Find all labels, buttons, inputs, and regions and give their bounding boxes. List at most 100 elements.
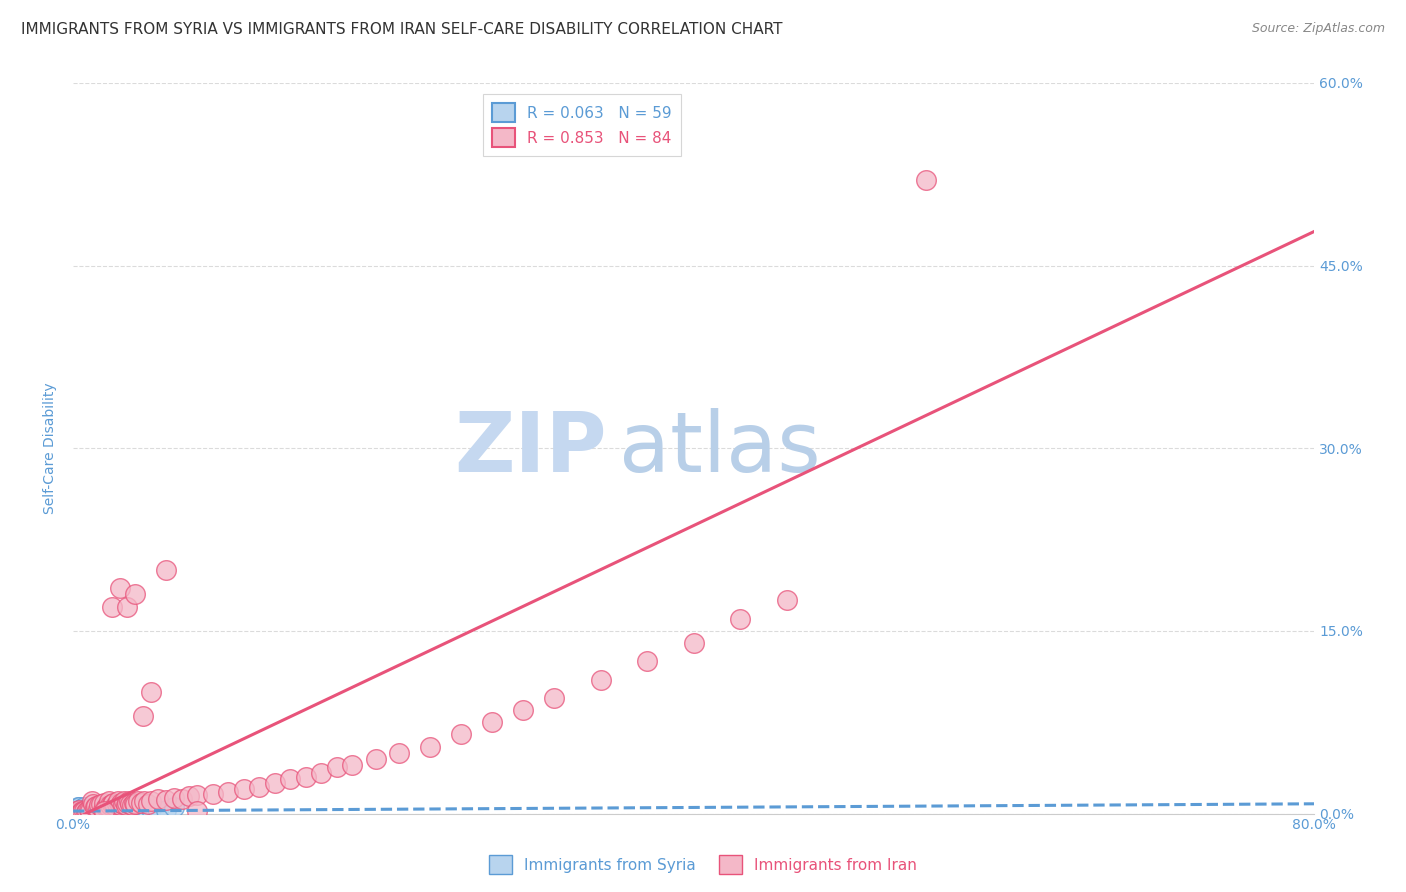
Point xyxy=(124,797,146,811)
Point xyxy=(72,804,94,818)
Point xyxy=(124,804,146,818)
Point xyxy=(72,802,94,816)
Legend: R = 0.063   N = 59, R = 0.853   N = 84: R = 0.063 N = 59, R = 0.853 N = 84 xyxy=(482,95,681,156)
Point xyxy=(450,727,472,741)
Point xyxy=(89,797,111,812)
Point xyxy=(96,799,118,814)
Point xyxy=(86,800,108,814)
Point xyxy=(93,796,115,810)
Point xyxy=(93,804,115,818)
Point xyxy=(121,797,143,812)
Point xyxy=(136,797,159,811)
Point xyxy=(155,803,177,817)
Point xyxy=(103,800,125,814)
Point xyxy=(120,797,142,811)
Point xyxy=(76,803,98,817)
Point xyxy=(105,797,128,811)
Point xyxy=(63,803,86,817)
Point xyxy=(139,685,162,699)
Point xyxy=(155,563,177,577)
Point xyxy=(70,803,93,817)
Point xyxy=(388,746,411,760)
Point xyxy=(636,654,658,668)
Point xyxy=(342,757,364,772)
Point xyxy=(91,803,114,817)
Point xyxy=(83,803,105,817)
Point xyxy=(91,805,114,820)
Point xyxy=(148,804,170,818)
Point xyxy=(117,796,139,810)
Point xyxy=(247,780,270,794)
Point xyxy=(124,587,146,601)
Point xyxy=(65,802,87,816)
Point xyxy=(114,803,136,817)
Point xyxy=(86,799,108,814)
Point xyxy=(419,739,441,754)
Point xyxy=(112,794,135,808)
Point xyxy=(97,794,120,808)
Point xyxy=(278,772,301,787)
Point xyxy=(776,593,799,607)
Point xyxy=(65,805,87,820)
Point xyxy=(97,805,120,820)
Point xyxy=(139,802,162,816)
Point xyxy=(94,800,117,814)
Point xyxy=(155,793,177,807)
Point xyxy=(111,804,134,818)
Point xyxy=(294,770,316,784)
Point xyxy=(77,805,100,820)
Point xyxy=(77,803,100,817)
Point xyxy=(70,804,93,818)
Point xyxy=(364,752,387,766)
Point xyxy=(114,797,136,812)
Point xyxy=(87,802,110,816)
Point xyxy=(67,803,90,817)
Point xyxy=(117,599,139,614)
Point xyxy=(67,805,90,820)
Point xyxy=(186,804,208,818)
Point xyxy=(66,800,89,814)
Point xyxy=(127,794,149,808)
Point xyxy=(127,803,149,817)
Point xyxy=(98,802,121,816)
Point xyxy=(104,799,127,814)
Point xyxy=(90,797,112,811)
Point xyxy=(107,794,129,808)
Point xyxy=(98,797,121,812)
Point xyxy=(79,804,101,818)
Point xyxy=(232,782,254,797)
Point xyxy=(66,804,89,818)
Y-axis label: Self-Care Disability: Self-Care Disability xyxy=(44,383,58,514)
Point xyxy=(108,797,131,812)
Point xyxy=(86,805,108,820)
Point xyxy=(73,804,96,818)
Point xyxy=(121,802,143,816)
Point xyxy=(122,796,145,810)
Point xyxy=(131,796,153,810)
Point xyxy=(118,805,141,820)
Point xyxy=(73,803,96,817)
Point xyxy=(163,800,186,814)
Point xyxy=(72,805,94,820)
Point xyxy=(132,709,155,723)
Point xyxy=(132,800,155,814)
Point xyxy=(110,796,132,810)
Point xyxy=(82,797,104,811)
Text: atlas: atlas xyxy=(619,408,821,489)
Point xyxy=(80,802,103,816)
Point xyxy=(682,636,704,650)
Point xyxy=(66,805,89,820)
Point xyxy=(179,789,201,804)
Legend: Immigrants from Syria, Immigrants from Iran: Immigrants from Syria, Immigrants from I… xyxy=(484,849,922,880)
Point xyxy=(67,803,90,817)
Point xyxy=(70,802,93,816)
Point xyxy=(263,776,285,790)
Point xyxy=(148,792,170,806)
Point xyxy=(90,803,112,817)
Point xyxy=(136,805,159,820)
Point xyxy=(326,760,349,774)
Point xyxy=(108,581,131,595)
Point xyxy=(73,804,96,818)
Point xyxy=(101,599,124,614)
Point xyxy=(75,805,97,820)
